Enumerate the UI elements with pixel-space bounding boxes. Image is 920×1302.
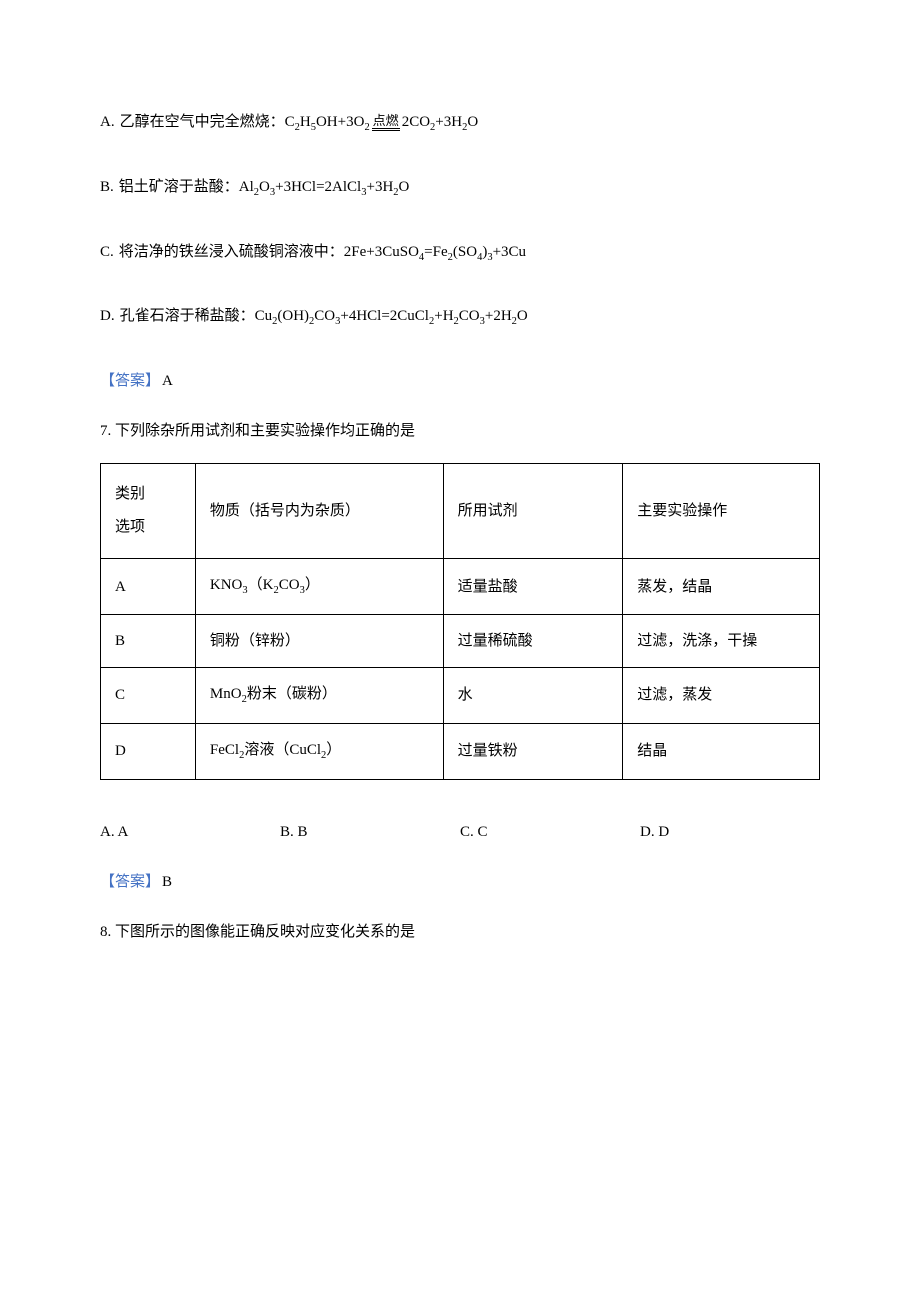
answer-6: 【答案】A: [100, 369, 820, 393]
cell-d-1: D: [101, 723, 196, 779]
question-8-number: 8.: [100, 924, 111, 940]
cell-b-4: 过滤，洗涤，干操: [623, 614, 820, 667]
cell-c-2: MnO2粉末（碳粉）: [195, 667, 443, 723]
answer-6-value: A: [162, 373, 173, 389]
purification-table: 类别 选项 物质（括号内为杂质） 所用试剂 主要实验操作 A KNO3（K2CO…: [100, 463, 820, 779]
cell-d-4: 结晶: [623, 723, 820, 779]
table-row: B 铜粉（锌粉） 过量稀硫酸 过滤，洗涤，干操: [101, 614, 820, 667]
question-7-text: 下列除杂所用试剂和主要实验操作均正确的是: [115, 423, 415, 439]
option-d-label: D.: [100, 304, 115, 328]
option-d-text: 孔雀石溶于稀盐酸：: [120, 304, 255, 328]
cell-a-4: 蒸发，结晶: [623, 559, 820, 615]
question-7-options: A. A B. B C. C D. D: [100, 820, 820, 844]
cell-b-3: 过量稀硫酸: [443, 614, 623, 667]
question-7-number: 7.: [100, 423, 111, 439]
option-7c: C. C: [460, 820, 640, 844]
option-a-formula: C2H5OH+3O2点燃2CO2+3H2O: [285, 110, 479, 137]
cell-c-3: 水: [443, 667, 623, 723]
option-b-text: 铝土矿溶于盐酸：: [119, 175, 239, 199]
cell-a-1: A: [101, 559, 196, 615]
cell-b-2: 铜粉（锌粉）: [195, 614, 443, 667]
option-d-formula: Cu2(OH)2CO3+4HCl=2CuCl2+H2CO3+2H2O: [255, 304, 528, 331]
cell-c-1: C: [101, 667, 196, 723]
table-row: C MnO2粉末（碳粉） 水 过滤，蒸发: [101, 667, 820, 723]
header-col2: 物质（括号内为杂质）: [195, 464, 443, 559]
table-header-row: 类别 选项 物质（括号内为杂质） 所用试剂 主要实验操作: [101, 464, 820, 559]
reaction-arrow: 点燃: [372, 114, 400, 131]
option-7b: B. B: [280, 820, 460, 844]
option-c-label: C.: [100, 240, 114, 264]
option-c-formula: 2Fe+3CuSO4=Fe2(SO4)3+3Cu: [344, 240, 526, 267]
option-d: D. 孔雀石溶于稀盐酸： Cu2(OH)2CO3+4HCl=2CuCl2+H2C…: [100, 304, 820, 331]
answer-6-label: 【答案】: [100, 373, 160, 389]
option-b-formula: Al2O3+3HCl=2AlCl3+3H2O: [239, 175, 410, 202]
cell-c-4: 过滤，蒸发: [623, 667, 820, 723]
answer-7-value: B: [162, 874, 172, 890]
header-col1: 类别 选项: [101, 464, 196, 559]
option-7a: A. A: [100, 820, 280, 844]
option-c-text: 将洁净的铁丝浸入硫酸铜溶液中：: [119, 240, 344, 264]
cell-a-2: KNO3（K2CO3）: [195, 559, 443, 615]
header-col4: 主要实验操作: [623, 464, 820, 559]
cell-d-3: 过量铁粉: [443, 723, 623, 779]
option-c: C. 将洁净的铁丝浸入硫酸铜溶液中： 2Fe+3CuSO4=Fe2(SO4)3+…: [100, 240, 820, 267]
cell-d-2: FeCl2溶液（CuCl2）: [195, 723, 443, 779]
option-b: B. 铝土矿溶于盐酸： Al2O3+3HCl=2AlCl3+3H2O: [100, 175, 820, 202]
header-col3: 所用试剂: [443, 464, 623, 559]
option-7d: D. D: [640, 820, 820, 844]
option-b-label: B.: [100, 175, 114, 199]
question-7: 7. 下列除杂所用试剂和主要实验操作均正确的是: [100, 419, 820, 443]
answer-7-label: 【答案】: [100, 874, 160, 890]
option-a-text: 乙醇在空气中完全燃烧：: [120, 110, 285, 134]
answer-7: 【答案】B: [100, 870, 820, 894]
cell-b-1: B: [101, 614, 196, 667]
option-a-label: A.: [100, 110, 115, 134]
cell-a-3: 适量盐酸: [443, 559, 623, 615]
table-row: A KNO3（K2CO3） 适量盐酸 蒸发，结晶: [101, 559, 820, 615]
question-8: 8. 下图所示的图像能正确反映对应变化关系的是: [100, 920, 820, 944]
question-8-text: 下图所示的图像能正确反映对应变化关系的是: [115, 924, 415, 940]
option-a: A. 乙醇在空气中完全燃烧： C2H5OH+3O2点燃2CO2+3H2O: [100, 110, 820, 137]
table-row: D FeCl2溶液（CuCl2） 过量铁粉 结晶: [101, 723, 820, 779]
